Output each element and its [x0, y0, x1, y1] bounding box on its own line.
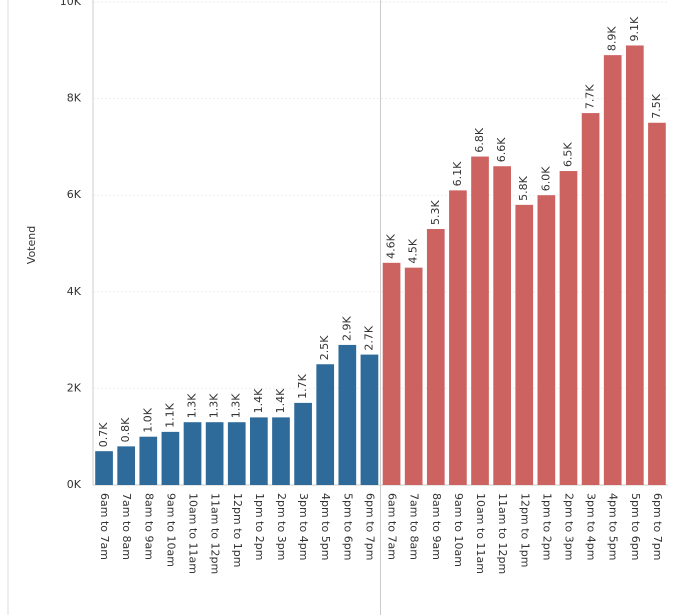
- value-label: 4.5K: [407, 238, 420, 263]
- y-tick-label: 4K: [67, 285, 82, 298]
- value-label: 9.1K: [628, 16, 641, 41]
- bar: [95, 451, 113, 485]
- value-label: 1.3K: [186, 393, 199, 418]
- bar: [648, 122, 666, 485]
- x-tick-label: 7am to 8am: [120, 493, 133, 560]
- value-label: 8.9K: [606, 26, 619, 51]
- bar: [338, 344, 357, 485]
- bar: [581, 113, 600, 485]
- value-label: 6.0K: [539, 166, 552, 191]
- x-tick-label: 8am to 9am: [142, 493, 155, 560]
- bar: [603, 55, 622, 485]
- x-tick-label: 9am to 10am: [164, 493, 177, 567]
- value-label: 4.6K: [385, 233, 398, 258]
- x-tick-label: 5pm to 6pm: [341, 493, 354, 560]
- bar: [227, 422, 246, 485]
- y-axis-label: Votend: [25, 226, 38, 264]
- x-tick-label: 6am to 7am: [98, 493, 111, 560]
- value-label: 1.1K: [163, 402, 176, 427]
- bar: [382, 262, 401, 485]
- x-tick-label: 4pm to 5pm: [607, 493, 620, 560]
- x-tick-label: 6am to 7am: [386, 493, 399, 560]
- value-label: 6.5K: [561, 142, 574, 167]
- value-label: 6.8K: [473, 127, 486, 152]
- value-label: 1.7K: [296, 373, 309, 398]
- value-label: 2.7K: [362, 325, 375, 350]
- value-label: 6.1K: [451, 161, 464, 186]
- bar: [250, 417, 268, 485]
- y-tick-label: 8K: [67, 92, 82, 105]
- value-label: 2.9K: [340, 315, 353, 340]
- y-tick-label: 2K: [67, 381, 82, 394]
- value-label: 6.6K: [495, 137, 508, 162]
- value-label: 0.8K: [119, 417, 132, 442]
- bar: [272, 417, 290, 485]
- value-label: 5.3K: [429, 200, 442, 225]
- x-tick-label: 1pm to 2pm: [540, 493, 553, 560]
- x-tick-label: 7am to 8am: [408, 493, 421, 560]
- bar: [471, 156, 489, 485]
- value-label: 1.0K: [141, 407, 154, 432]
- value-label: 1.4K: [274, 388, 287, 413]
- x-tick-label: 10am to 11am: [187, 493, 200, 574]
- x-tick-label: 10am to 11am: [474, 493, 487, 574]
- bar: [426, 229, 445, 485]
- x-tick-label: 3pm to 4pm: [585, 493, 598, 560]
- value-label: 1.4K: [252, 388, 265, 413]
- x-tick-label: 1pm to 2pm: [253, 493, 266, 560]
- x-tick-label: 2pm to 3pm: [275, 493, 288, 560]
- bar: [205, 422, 224, 485]
- bar: [493, 166, 511, 485]
- value-label: 1.3K: [208, 393, 221, 418]
- x-tick-label: 11am to 12pm: [209, 493, 222, 574]
- value-label: 1.3K: [230, 393, 243, 418]
- x-tick-label: 6pm to 7pm: [651, 493, 664, 560]
- bar: [183, 422, 202, 485]
- value-label: 2.5K: [318, 335, 331, 360]
- value-label: 7.7K: [584, 84, 597, 109]
- y-tick-label: 10K: [60, 0, 82, 8]
- x-tick-label: 9am to 10am: [452, 493, 465, 567]
- value-label: 0.7K: [97, 422, 110, 447]
- bar: [316, 364, 335, 485]
- value-label: 7.5K: [650, 93, 663, 118]
- bar: [537, 195, 556, 485]
- x-tick-label: 6pm to 7pm: [363, 493, 376, 560]
- x-tick-label: 3pm to 4pm: [297, 493, 310, 560]
- x-tick-label: 2pm to 3pm: [562, 493, 575, 560]
- bar: [294, 402, 312, 485]
- x-tick-label: 11am to 12pm: [496, 493, 509, 574]
- x-tick-label: 5pm to 6pm: [629, 493, 642, 560]
- bar: [515, 204, 534, 486]
- bar: [625, 45, 644, 485]
- bar: [404, 267, 423, 485]
- bar: [360, 354, 379, 485]
- y-tick-label: 6K: [67, 188, 82, 201]
- bar: [117, 446, 136, 485]
- bar: [139, 436, 158, 485]
- y-tick-label: 0K: [67, 478, 82, 491]
- x-tick-label: 8am to 9am: [430, 493, 443, 560]
- bar: [161, 431, 180, 485]
- value-label: 5.8K: [517, 175, 530, 200]
- x-tick-label: 12pm to 1pm: [231, 493, 244, 567]
- x-tick-label: 12pm to 1pm: [518, 493, 531, 567]
- bar: [559, 171, 578, 486]
- x-tick-label: 4pm to 5pm: [319, 493, 332, 560]
- bar: [449, 190, 467, 485]
